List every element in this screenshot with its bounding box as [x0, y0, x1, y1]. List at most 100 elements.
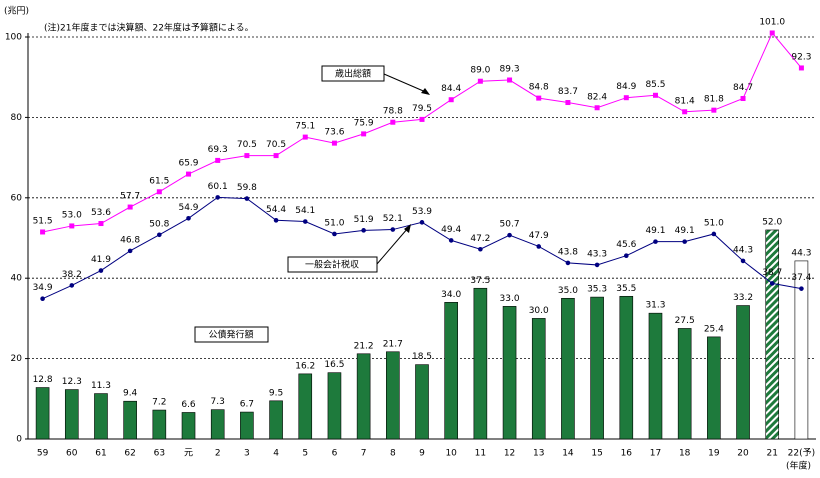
x-tick-label: 19 — [708, 449, 720, 459]
y-tick-label: 0 — [16, 435, 22, 445]
x-tick-label: 62 — [124, 449, 135, 459]
marker — [127, 248, 133, 254]
data-label: 89.0 — [470, 66, 490, 76]
bar — [35, 387, 50, 440]
data-label: 44.3 — [733, 245, 753, 255]
marker — [98, 268, 104, 273]
bar — [386, 351, 400, 440]
bar — [181, 412, 196, 440]
data-label: 52.1 — [383, 214, 403, 224]
data-label: 34.0 — [441, 290, 461, 300]
marker — [361, 131, 367, 137]
bar — [794, 260, 809, 440]
data-label: 101.0 — [759, 17, 785, 27]
data-label: 41.9 — [91, 255, 111, 265]
marker — [711, 231, 717, 237]
marker — [302, 219, 308, 224]
data-label: 85.5 — [645, 80, 665, 90]
data-label: 54.1 — [295, 206, 315, 216]
x-tick-label: 4 — [273, 449, 279, 459]
data-label: 54.9 — [178, 203, 198, 213]
bar — [561, 297, 575, 440]
bar — [210, 409, 225, 440]
data-label: 25.4 — [704, 324, 724, 334]
x-tick-label: 22(予) — [788, 448, 815, 459]
x-tick-label: 7 — [361, 449, 367, 459]
note: (注)21年度までは決算額、22年度は予算額による。 — [44, 22, 254, 34]
bar — [415, 364, 429, 440]
data-label: 21.2 — [354, 341, 374, 351]
bar — [648, 312, 663, 440]
x-tick-label: 21 — [766, 449, 777, 459]
x-tick-label: 15 — [591, 449, 602, 459]
marker — [798, 65, 804, 71]
marker — [652, 92, 658, 98]
x-tick-label: 60 — [66, 449, 78, 459]
marker — [244, 196, 250, 201]
data-label: 12.8 — [33, 375, 53, 385]
data-label: 92.3 — [791, 52, 811, 62]
marker — [565, 260, 571, 266]
bar — [677, 328, 692, 440]
marker — [478, 246, 483, 252]
marker — [536, 244, 542, 249]
data-label: 52.0 — [762, 217, 782, 227]
marker — [594, 262, 600, 268]
data-label: 21.7 — [383, 339, 403, 349]
label-box — [287, 256, 378, 273]
series-label: 一般会計税収 — [305, 259, 359, 271]
marker — [799, 286, 804, 291]
marker — [186, 171, 192, 177]
x-tick-label: 59 — [37, 449, 49, 459]
marker — [69, 223, 75, 229]
data-label: 45.6 — [616, 240, 636, 250]
data-label: 81.4 — [675, 96, 695, 106]
data-label: 69.3 — [208, 145, 228, 155]
bar — [298, 373, 313, 440]
x-tick-label: 14 — [562, 449, 574, 459]
data-label: 81.8 — [704, 95, 724, 105]
bar — [502, 306, 517, 440]
series-label: 公債発行額 — [208, 329, 253, 341]
data-label: 51.9 — [354, 215, 374, 225]
marker — [273, 153, 279, 159]
data-label: 44.3 — [791, 248, 811, 258]
data-label: 51.0 — [704, 218, 724, 228]
marker — [536, 95, 542, 101]
data-label: 84.9 — [616, 82, 636, 92]
marker — [361, 228, 366, 233]
y-tick-label: 100 — [5, 33, 22, 43]
data-label: 37.5 — [470, 276, 490, 286]
bar — [94, 393, 108, 440]
marker — [69, 283, 75, 288]
marker — [507, 77, 513, 83]
x-tick-label: 3 — [244, 449, 250, 459]
bar — [64, 389, 79, 440]
data-label: 33.0 — [500, 294, 520, 304]
data-label: 70.5 — [237, 140, 257, 150]
data-label: 27.5 — [675, 316, 695, 326]
data-label: 53.6 — [91, 208, 111, 218]
data-label: 65.9 — [178, 159, 198, 169]
data-label: 31.3 — [645, 301, 665, 311]
data-label: 7.3 — [211, 397, 225, 407]
data-label: 84.4 — [441, 84, 461, 94]
marker — [448, 97, 454, 103]
marker — [390, 119, 396, 125]
data-label: 35.5 — [616, 284, 636, 294]
y-tick-label: 60 — [11, 193, 23, 203]
x-tick-label: 20 — [737, 449, 749, 459]
data-label: 78.8 — [383, 107, 403, 117]
data-label: 49.1 — [645, 226, 665, 236]
bar — [473, 287, 488, 440]
data-label: 82.4 — [587, 92, 607, 102]
bar — [765, 229, 780, 440]
data-label: 49.1 — [675, 226, 695, 236]
marker — [157, 232, 162, 238]
marker — [740, 96, 746, 102]
y-axis-label: (兆円) — [4, 6, 29, 17]
data-label: 35.0 — [558, 286, 578, 296]
marker — [682, 109, 688, 115]
data-label: 18.5 — [412, 352, 432, 362]
